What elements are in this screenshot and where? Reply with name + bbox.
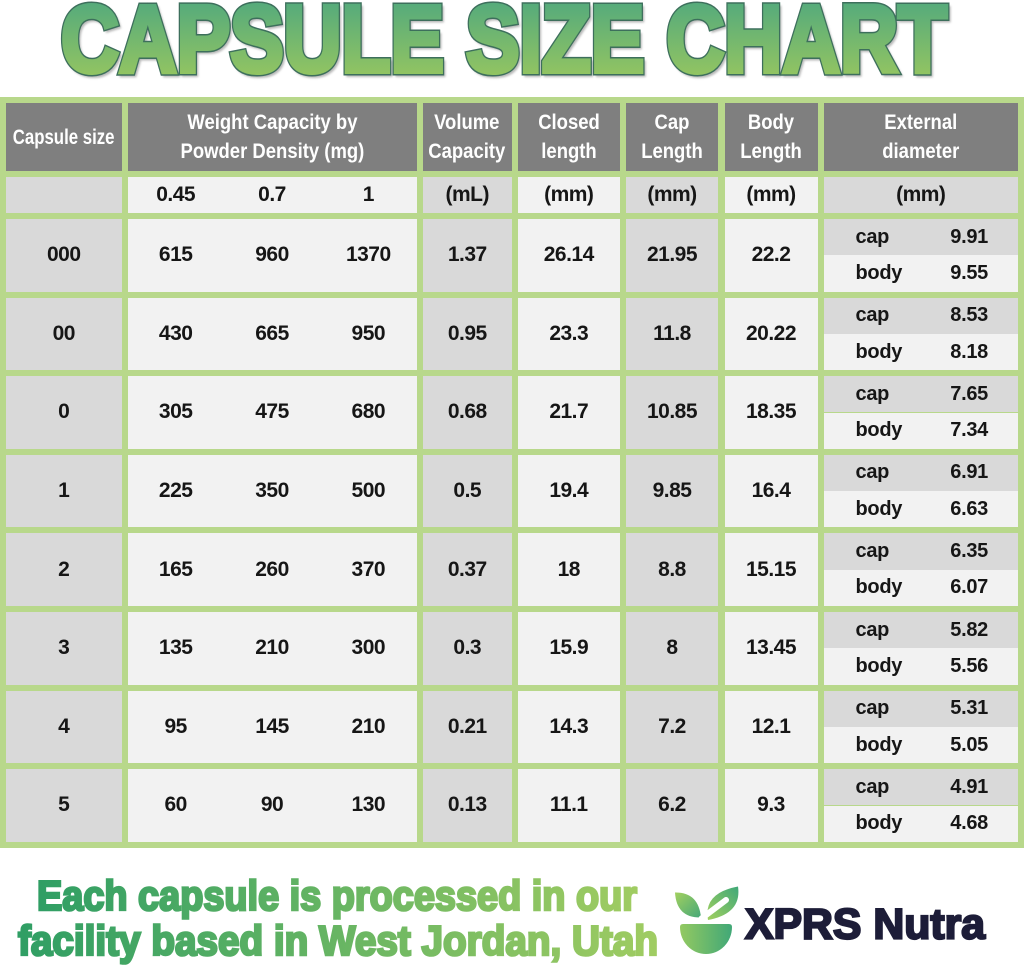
svg-text:XPRS Nutra: XPRS Nutra bbox=[745, 902, 985, 949]
svg-text:CAPSULE SIZE CHART: CAPSULE SIZE CHART bbox=[61, 0, 947, 93]
svg-text:CAPSULE SIZE CHART: CAPSULE SIZE CHART bbox=[63, 0, 949, 95]
svg-text:CAPSULE SIZE CHART: CAPSULE SIZE CHART bbox=[61, 0, 947, 93]
svg-text:facility based in West Jordan,: facility based in West Jordan, Utah bbox=[18, 917, 658, 964]
svg-text:Each capsule is processed in o: Each capsule is processed in our bbox=[37, 872, 637, 919]
